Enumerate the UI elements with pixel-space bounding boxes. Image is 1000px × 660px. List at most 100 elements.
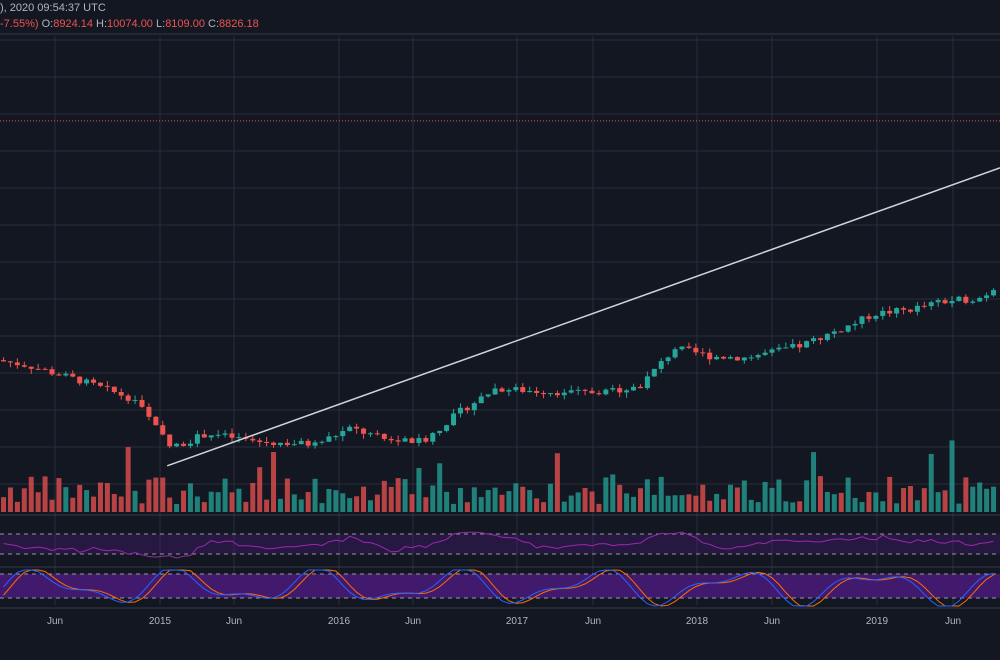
volume-bar [271, 452, 277, 512]
volume-bar [991, 486, 997, 512]
candle-body [367, 433, 373, 435]
candle-body [139, 399, 145, 407]
volume-bar [513, 483, 519, 512]
volume-bar [887, 476, 893, 512]
candle-body [679, 346, 685, 350]
candle-body [637, 386, 643, 389]
legend-open-label: O: [41, 18, 54, 30]
candle-body [264, 441, 270, 443]
volume-bar [464, 502, 470, 512]
volume-bar [139, 503, 145, 512]
candle-body [506, 390, 512, 392]
candle-body [949, 301, 955, 304]
candle-body [271, 442, 277, 446]
volume-bar [817, 476, 823, 512]
candle-body [727, 357, 733, 359]
candle-body [146, 406, 152, 417]
candle-body [963, 296, 969, 303]
candle-body [63, 373, 69, 376]
candle-body [409, 438, 415, 443]
time-axis-label: Jun [585, 616, 601, 627]
legend-timestamp: ), 2020 09:54:37 UTC [0, 2, 106, 14]
candle-body [236, 437, 242, 439]
candle-body [291, 444, 297, 446]
volume-bar [208, 491, 214, 512]
volume-bar [361, 486, 367, 512]
volume-bar [568, 495, 574, 512]
volume-bar [734, 487, 740, 512]
candle-body [326, 436, 332, 442]
volume-bar [637, 488, 643, 512]
candle-body [817, 338, 823, 340]
candle-body [935, 300, 941, 303]
time-axis-label: 2018 [686, 616, 709, 627]
volume-bar [907, 486, 913, 512]
candle-body [305, 440, 311, 446]
volume-bar [901, 488, 907, 512]
volume-bar [797, 501, 803, 512]
rsi-line [3, 531, 994, 559]
legend-high-value: 10074.00 [107, 18, 153, 30]
candle-body [831, 331, 837, 334]
volume-bar [631, 496, 637, 512]
candle-body [298, 440, 304, 445]
volume-bar [748, 499, 754, 512]
volume-bar [561, 501, 567, 512]
candle-body [437, 430, 443, 434]
volume-bar [665, 495, 671, 512]
candle-body [769, 349, 775, 353]
volume-bar [485, 490, 491, 512]
volume-bar [111, 493, 117, 512]
candle-body [430, 433, 436, 442]
volume-bar [187, 483, 193, 512]
candle-body [402, 438, 408, 442]
candle-body [381, 433, 387, 439]
volume-bar [596, 503, 602, 512]
volume-bar [478, 497, 484, 512]
volume-bar [70, 497, 76, 512]
candle-body [755, 354, 761, 358]
candle-body [222, 433, 228, 435]
volume-bar [457, 488, 463, 512]
volume-bar [956, 503, 962, 512]
candle-body [707, 352, 713, 360]
candle-body [700, 352, 706, 354]
candle-body [513, 387, 519, 391]
candle-body [575, 389, 581, 391]
volume-bar [91, 496, 97, 512]
volume-bar [14, 501, 20, 512]
volume-bar [984, 488, 990, 512]
time-axis: Jun 2015 Jun 2016 Jun 2017 Jun 2018 Jun 2019 Jun [47, 616, 961, 627]
candle-body [617, 388, 623, 393]
candle-body [347, 426, 353, 432]
legend-close-label: C: [208, 18, 220, 30]
candle-body [589, 390, 595, 394]
volume-bar [921, 488, 927, 512]
candle-body [416, 438, 422, 443]
volume-bar [499, 494, 505, 512]
candle-body [541, 392, 547, 395]
candlesticks [1, 288, 997, 449]
candle-body [444, 425, 450, 431]
candle-body [388, 438, 394, 441]
candle-body [970, 301, 976, 303]
candle-body [942, 300, 948, 304]
volume-bar [721, 499, 727, 512]
legend-close-value: 8826.18 [219, 18, 259, 30]
candle-body [194, 434, 200, 444]
candle-body [471, 403, 477, 411]
candle-body [644, 376, 650, 389]
candle-body [21, 365, 27, 367]
candle-body [14, 362, 20, 366]
volume-bar [243, 501, 249, 512]
volume-bars [1, 440, 997, 512]
volume-bar [658, 476, 664, 512]
candle-body [561, 392, 567, 396]
candle-body [208, 435, 214, 438]
candle-body [457, 407, 463, 414]
volume-bar [146, 479, 152, 512]
candle-body [284, 442, 290, 446]
volume-bar [1, 497, 7, 512]
candle-body [797, 344, 803, 348]
